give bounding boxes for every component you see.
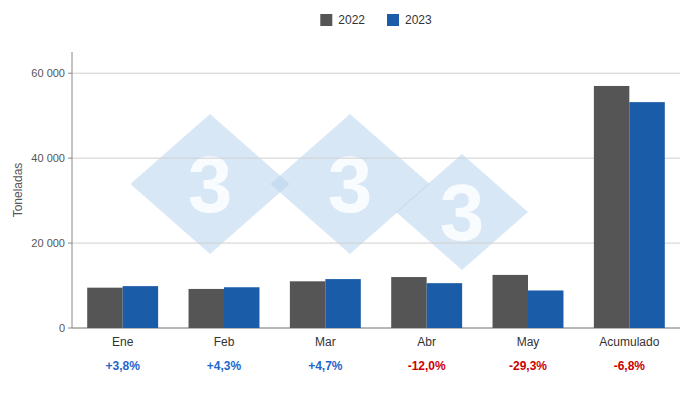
y-axis-line (72, 52, 73, 328)
tick-mark (68, 73, 72, 74)
bar (189, 289, 224, 328)
bar (594, 86, 629, 328)
bar (325, 279, 360, 328)
watermark-diamond (130, 114, 289, 254)
category-label: Abr (417, 335, 436, 349)
watermark-diamond (396, 154, 528, 270)
legend-swatch (320, 14, 332, 26)
pct-change: -12,0% (408, 359, 446, 373)
bar (629, 102, 664, 328)
x-axis: Ene Feb Mar Abr May Acumulado (112, 335, 660, 349)
y-axis-label: Toneladas (11, 163, 25, 218)
bars (87, 86, 665, 328)
category-label: Mar (315, 335, 336, 349)
grid-line (72, 243, 680, 244)
pct-change: +3,8% (105, 359, 140, 373)
pct-change: -6,8% (614, 359, 646, 373)
tick-mark (68, 328, 72, 329)
grid-line (72, 158, 680, 159)
bar (290, 281, 325, 328)
bar (427, 283, 462, 328)
tick-label: 40 000 (31, 152, 65, 164)
bar (87, 288, 122, 328)
bar (391, 277, 426, 328)
bar (123, 286, 158, 328)
tick-mark (68, 158, 72, 159)
pct-change: +4,3% (207, 359, 242, 373)
annotations: +3,8% +4,3% +4,7% -12,0% -29,3% -6,8% (105, 359, 645, 373)
category-label: Feb (214, 335, 235, 349)
y-axis: 0 20 000 40 000 60 000 (31, 52, 680, 334)
chart: 333020 00040 00060 000ToneladasEneFebMar… (0, 0, 700, 400)
pct-change: -29,3% (509, 359, 547, 373)
tick-mark (68, 243, 72, 244)
tick-label: 60 000 (31, 67, 65, 79)
watermark-text: 3 (328, 140, 373, 229)
tick-label: 0 (59, 322, 65, 334)
grid-line (72, 73, 680, 74)
bar (528, 290, 563, 328)
grid-line (72, 328, 680, 329)
tick-label: 20 000 (31, 237, 65, 249)
category-label: Ene (112, 335, 134, 349)
category-label: May (517, 335, 540, 349)
legend: 2022 2023 (320, 13, 432, 27)
x-axis-line (72, 328, 680, 329)
category-label: Acumulado (599, 335, 659, 349)
bar (224, 287, 259, 328)
legend-label: 2023 (405, 13, 432, 27)
watermark-diamond (270, 114, 429, 254)
legend-swatch (387, 14, 399, 26)
bar (493, 275, 528, 328)
pct-change: +4,7% (308, 359, 343, 373)
legend-label: 2022 (338, 13, 365, 27)
watermarks: 333 (130, 114, 528, 270)
watermark-text: 3 (188, 140, 233, 229)
